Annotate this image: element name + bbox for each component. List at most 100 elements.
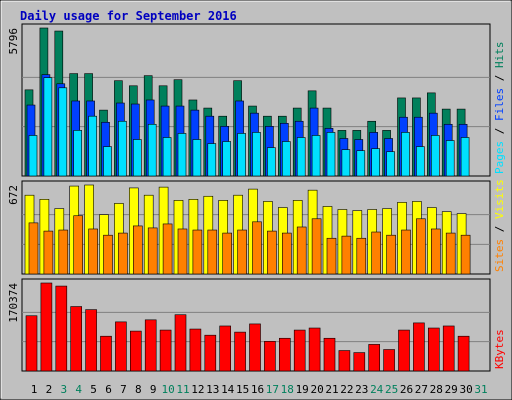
x-tick-label: 19: [296, 383, 309, 396]
bar: [427, 327, 440, 372]
legend-separator: /: [493, 121, 506, 141]
x-tick-label: 14: [221, 383, 235, 396]
bar: [278, 337, 291, 372]
y-tick-label: 170374: [7, 283, 20, 323]
bar: [103, 146, 112, 177]
legend: Pages / Files / Hits: [493, 42, 506, 175]
bar: [219, 325, 231, 372]
x-tick-label: 13: [206, 383, 219, 396]
bar: [130, 330, 142, 372]
bar: [383, 349, 395, 372]
bar: [386, 151, 395, 177]
bar: [43, 77, 53, 177]
x-tick-label: 31: [474, 383, 487, 396]
x-tick-label: 6: [105, 383, 112, 396]
bar: [40, 282, 53, 372]
bar: [162, 137, 172, 177]
x-tick-label: 18: [281, 383, 294, 396]
bar: [25, 315, 38, 372]
bar: [311, 135, 321, 177]
bar: [341, 149, 351, 177]
bar: [296, 137, 306, 177]
x-tick-label: 25: [385, 383, 398, 396]
bar: [207, 229, 218, 275]
x-tick-label: 10: [161, 383, 174, 396]
bar: [28, 135, 38, 177]
bar: [58, 87, 68, 177]
bar: [85, 309, 97, 372]
legend-entry: Pages: [493, 141, 506, 174]
bar: [311, 218, 322, 275]
x-tick-label: 9: [150, 383, 157, 396]
x-tick-label: 2: [46, 383, 53, 396]
bar: [58, 229, 69, 275]
x-tick-label: 20: [310, 383, 323, 396]
bar: [88, 115, 97, 177]
bar: [28, 222, 39, 275]
bar: [416, 218, 426, 275]
bar: [371, 148, 381, 177]
bar: [371, 231, 382, 275]
bar: [442, 325, 455, 372]
bar: [43, 230, 54, 275]
bar: [416, 146, 425, 177]
legend-separator: /: [493, 68, 506, 88]
bar: [368, 344, 381, 372]
bar: [100, 335, 112, 372]
bar: [204, 334, 217, 372]
bar: [70, 306, 82, 372]
bar: [73, 130, 82, 177]
bar: [281, 232, 292, 275]
bar: [326, 237, 337, 275]
bar: [118, 120, 127, 177]
bar: [73, 215, 83, 275]
legend: Sites / Visits: [493, 179, 506, 272]
x-tick-label: 3: [60, 383, 67, 396]
x-tick-label: 7: [120, 383, 127, 396]
bar: [237, 229, 247, 275]
bar: [192, 139, 202, 177]
x-tick-label: 26: [400, 383, 413, 396]
x-tick-label: 29: [445, 383, 458, 396]
x-tick-label: 30: [459, 383, 472, 396]
y-tick-label: 5796: [7, 28, 20, 55]
bar: [249, 323, 261, 372]
x-tick-label: 15: [236, 383, 249, 396]
x-tick-label: 17: [266, 383, 279, 396]
x-tick-label: 23: [355, 383, 368, 396]
bar: [341, 235, 352, 275]
bar: [386, 234, 396, 275]
chart-title: Daily usage for September 2016: [20, 9, 237, 23]
legend-entry: Visits: [493, 179, 506, 219]
bar: [398, 329, 410, 372]
legend: KBytes: [493, 329, 506, 369]
bar: [281, 141, 291, 177]
bar: [293, 329, 306, 372]
bar: [147, 123, 157, 177]
bar: [353, 352, 366, 372]
bar: [413, 322, 425, 372]
bar: [115, 321, 127, 372]
bar: [445, 140, 455, 177]
bar: [88, 228, 98, 275]
bar: [118, 232, 128, 275]
bar: [192, 229, 203, 275]
bar: [457, 335, 470, 372]
bar: [264, 341, 276, 372]
x-tick-label: 16: [251, 383, 264, 396]
bar: [308, 327, 321, 372]
bar: [234, 331, 246, 372]
x-tick-label: 22: [340, 383, 353, 396]
bar: [133, 139, 142, 177]
bar: [162, 223, 173, 275]
bar: [401, 229, 411, 275]
bar: [237, 133, 246, 177]
legend-entry: Files: [493, 88, 506, 121]
bar: [460, 137, 470, 177]
bar: [430, 135, 440, 177]
bar: [267, 147, 276, 177]
bar: [174, 314, 187, 372]
bar: [323, 337, 336, 372]
x-tick-label: 27: [415, 383, 428, 396]
legend-separator: /: [493, 219, 506, 239]
